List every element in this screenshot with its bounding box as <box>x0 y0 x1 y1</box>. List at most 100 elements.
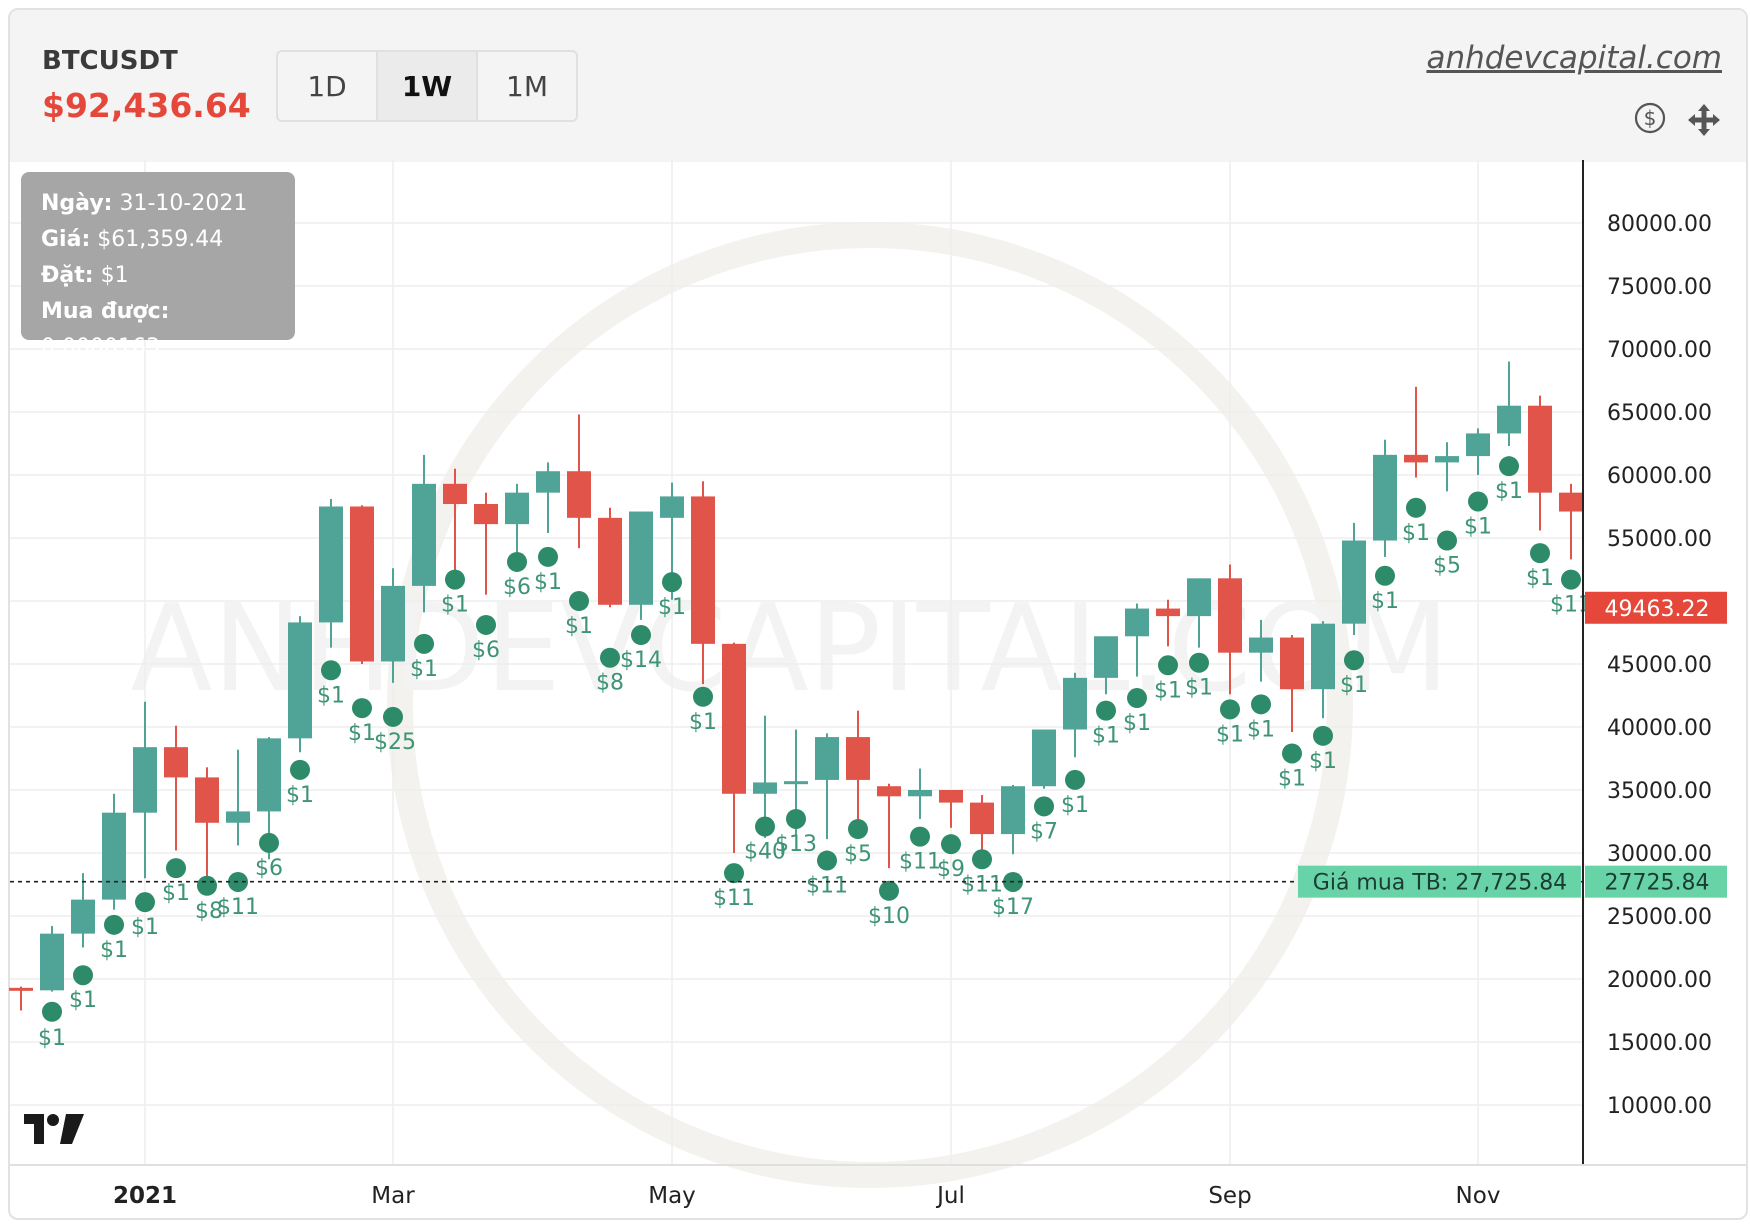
dollar-icon[interactable]: $ <box>1634 102 1666 134</box>
buy-dot <box>414 633 434 654</box>
buy-dot <box>1158 655 1178 676</box>
timeframe-1d-button[interactable]: 1D <box>278 52 378 120</box>
buy-dot <box>1313 725 1333 746</box>
y-tick-label: 70000.00 <box>1607 338 1712 363</box>
tooltip-date-label: Ngày: <box>41 191 113 216</box>
buy-dot <box>383 706 403 727</box>
buy-amount-label: $1 <box>410 657 438 682</box>
candle-body <box>536 471 560 493</box>
buy-amount-label: $11 <box>217 895 259 920</box>
candle <box>1218 564 1242 695</box>
candle-body <box>846 737 870 780</box>
buy-dot <box>445 569 465 590</box>
y-tick-label: 35000.00 <box>1607 779 1712 804</box>
candle-body <box>939 790 963 803</box>
x-tick-label: Sep <box>1208 1183 1251 1209</box>
buy-dot <box>321 660 341 681</box>
buy-amount-label: $1 <box>441 593 469 618</box>
tradingview-logo-icon[interactable] <box>22 1110 86 1150</box>
buy-amount-label: $1 <box>534 570 562 595</box>
candle <box>1497 361 1521 447</box>
candle-body <box>1249 637 1273 653</box>
candle-body <box>1156 608 1180 617</box>
candle <box>319 498 343 648</box>
buy-amount-label: $1 <box>1061 793 1089 818</box>
buy-amount-label: $1 <box>658 595 686 620</box>
last-price-axis-bg <box>1585 591 1727 624</box>
candle-body <box>1187 578 1211 617</box>
candle <box>1125 603 1149 677</box>
candle-body <box>1280 637 1304 690</box>
buy-amount-label: $5 <box>1433 554 1461 579</box>
hover-tooltip: Ngày: 31-10-2021 Giá: $61,359.44 Đặt: $1… <box>21 172 295 360</box>
candle <box>536 462 560 533</box>
candle <box>1001 784 1025 855</box>
candle <box>846 710 870 832</box>
candle <box>443 468 467 583</box>
candle-body <box>381 585 405 662</box>
candle <box>908 768 932 819</box>
candle-body <box>784 781 808 785</box>
y-tick-label: 55000.00 <box>1607 527 1712 552</box>
candle-body <box>288 622 312 739</box>
candle <box>1249 619 1273 682</box>
candle <box>1559 483 1583 560</box>
candle-body <box>195 777 219 823</box>
buy-amount-label: $1 <box>1371 589 1399 614</box>
candle-body <box>598 517 622 605</box>
buy-amount-label: $25 <box>374 730 416 755</box>
y-axis: 10000.00 15000.00 20000.00 25000.00 30000.00… <box>1607 212 1712 1119</box>
candle <box>195 767 219 882</box>
candle <box>1342 522 1366 636</box>
brand-link[interactable]: anhdevcapital.com <box>1426 40 1722 76</box>
move-icon[interactable] <box>1686 102 1722 138</box>
candle <box>877 783 901 869</box>
buy-amount-label: $1 <box>348 721 376 746</box>
buy-dot <box>1375 565 1395 586</box>
buy-dot <box>352 698 372 719</box>
candle-body <box>1094 636 1118 678</box>
buy-dot <box>1127 688 1147 709</box>
x-tick-label: 2021 <box>113 1183 177 1209</box>
candle-body <box>319 506 343 623</box>
timeframe-1m-button[interactable]: 1M <box>506 69 548 103</box>
candle <box>629 511 653 620</box>
candle <box>722 642 746 853</box>
buy-dot <box>259 832 279 853</box>
buy-dot <box>476 614 496 635</box>
candle-body <box>1032 729 1056 787</box>
buy-amount-label: $1 <box>1247 717 1275 742</box>
buy-markers: $1$1$1$1$1$8$11$6$1$1$1$25$1$1$6$6 $1$1$8… <box>38 456 1592 1051</box>
candle-body <box>1125 608 1149 637</box>
buy-amount-label: $9 <box>937 857 965 882</box>
candle <box>257 737 281 860</box>
candle-body <box>567 471 591 518</box>
buy-dot <box>879 880 899 901</box>
buy-amount-label: $5 <box>844 842 872 867</box>
avg-price-axis-label: 27725.84 <box>1605 871 1710 896</box>
candle-body <box>71 899 95 934</box>
candle <box>164 725 188 851</box>
buy-dot <box>135 892 155 913</box>
candle <box>133 701 157 879</box>
timeframe-1w-button[interactable]: 1W <box>378 52 478 120</box>
buy-amount-label: $1 <box>38 1026 66 1051</box>
candle-body <box>102 812 126 900</box>
x-tick-label: Nov <box>1456 1183 1501 1209</box>
buy-dot <box>941 834 961 855</box>
buy-dot <box>1065 769 1085 790</box>
candle-body <box>1559 492 1583 512</box>
buy-dot <box>507 551 527 572</box>
y-tick-label: 30000.00 <box>1607 842 1712 867</box>
buy-dot <box>693 686 713 707</box>
candle <box>1311 621 1335 719</box>
buy-amount-label: $1 <box>1402 521 1430 546</box>
buy-amount-label: $11 <box>961 872 1003 897</box>
y-tick-label: 65000.00 <box>1607 401 1712 426</box>
symbol-label: BTCUSDT <box>42 46 178 76</box>
buy-amount-label: $40 <box>744 840 786 865</box>
candle-body <box>133 747 157 813</box>
candle <box>1466 428 1490 475</box>
buy-amount-label: $1 <box>100 938 128 963</box>
